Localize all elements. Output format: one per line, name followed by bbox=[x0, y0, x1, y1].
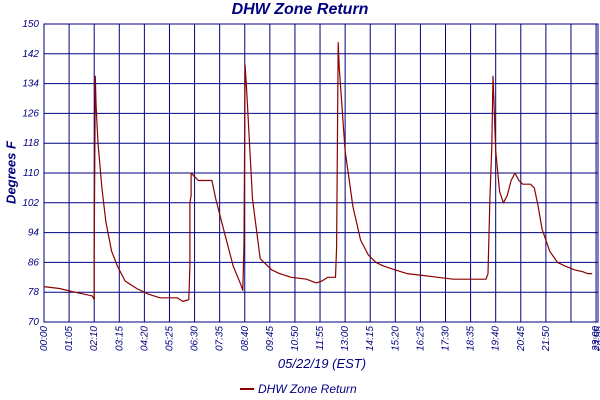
legend: DHW Zone Return bbox=[240, 382, 357, 396]
x-tick-label: 23:00 bbox=[591, 326, 600, 352]
y-tick-label: 118 bbox=[23, 138, 39, 149]
x-tick-label: 02:10 bbox=[89, 326, 100, 351]
x-tick-label: 16:25 bbox=[415, 326, 426, 351]
y-tick-label: 78 bbox=[28, 287, 40, 298]
x-tick-label: 04:20 bbox=[139, 326, 150, 351]
y-tick-label: 110 bbox=[23, 168, 39, 179]
x-tick-label: 21:50 bbox=[541, 326, 552, 352]
x-tick-label: 18:35 bbox=[466, 326, 477, 351]
y-tick-label: 126 bbox=[22, 108, 39, 119]
x-tick-label: 19:40 bbox=[491, 326, 502, 351]
x-tick-label: 17:30 bbox=[441, 326, 452, 351]
y-tick-label: 134 bbox=[22, 79, 39, 90]
x-tick-label: 23:55 bbox=[593, 326, 600, 352]
y-tick-label: 94 bbox=[28, 228, 40, 239]
chart-title: DHW Zone Return bbox=[231, 1, 369, 18]
x-tick-label: 06:30 bbox=[190, 326, 201, 351]
x-tick-label: 01:05 bbox=[64, 326, 75, 351]
x-tick-label: 05:25 bbox=[164, 326, 175, 351]
x-tick-label: 10:50 bbox=[290, 326, 301, 351]
x-tick-label: 11:55 bbox=[315, 326, 326, 351]
y-axis-label: Degrees F bbox=[3, 141, 19, 204]
series-line-dhw-zone-return bbox=[43, 41, 593, 303]
x-tick-label: 14:15 bbox=[365, 326, 376, 351]
x-tick-label: 15:20 bbox=[390, 326, 401, 351]
x-tick-label: 13:00 bbox=[340, 326, 351, 351]
x-axis-label: 05/22/19 (EST) bbox=[277, 356, 367, 371]
y-tick-label: 86 bbox=[28, 257, 40, 268]
legend-entry: DHW Zone Return bbox=[258, 382, 357, 396]
y-tick-label: 142 bbox=[22, 49, 39, 60]
x-tick-label: 09:45 bbox=[265, 326, 276, 351]
x-tick-label: 00:00 bbox=[39, 326, 50, 351]
x-tick-label: 07:35 bbox=[215, 326, 226, 351]
y-tick-label: 70 bbox=[28, 317, 40, 328]
y-tick-label: 150 bbox=[22, 19, 39, 30]
x-tick-label: 20:45 bbox=[516, 326, 527, 352]
legend-swatch bbox=[240, 388, 254, 390]
x-tick-label: 08:40 bbox=[240, 326, 251, 351]
x-tick-label: 03:15 bbox=[114, 326, 125, 351]
y-tick-label: 102 bbox=[22, 198, 39, 209]
